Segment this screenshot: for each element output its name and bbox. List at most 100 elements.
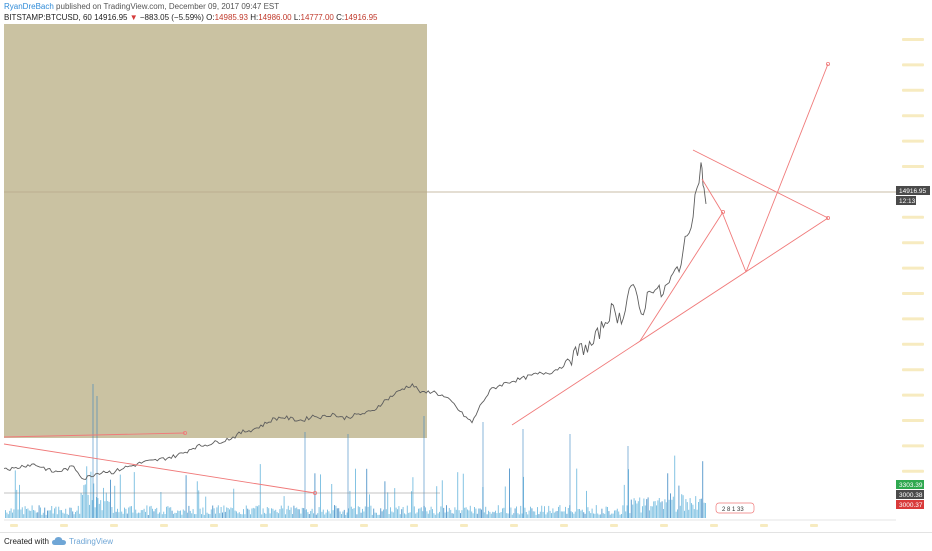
volume-bar	[394, 488, 396, 518]
volume-bar	[115, 511, 117, 518]
volume-bar	[325, 512, 327, 518]
volume-bar	[405, 514, 407, 518]
price-chart[interactable]: 14916.95 12:13 3303.39 3000.38 3000.37 2 8 1 …	[0, 24, 932, 532]
volume-bar	[406, 505, 408, 518]
author-link[interactable]: RyanDreBach	[4, 2, 54, 11]
volume-bar	[621, 514, 622, 518]
volume-bar	[238, 512, 240, 518]
volume-bar	[48, 510, 50, 518]
volume-bar	[356, 514, 358, 518]
volume-bar	[79, 513, 81, 518]
last-price: 14916.95	[94, 13, 128, 22]
volume-bar	[541, 505, 543, 518]
trendline-steep-support	[639, 211, 724, 342]
volume-bar	[205, 496, 207, 518]
tag-layer: 14916.95 12:13 3303.39 3000.38 3000.37 2 8 1 …	[715, 186, 930, 514]
volume-bar	[590, 513, 592, 518]
volume-bar	[534, 511, 536, 518]
volume-bar	[264, 512, 265, 518]
volume-bar	[192, 509, 194, 518]
volume-bar	[257, 506, 258, 518]
volume-bar	[322, 509, 324, 518]
volume-bar	[12, 512, 13, 518]
volume-bar	[586, 490, 587, 518]
volume-bar	[160, 492, 162, 518]
volume-bar	[236, 511, 237, 518]
volume-bar	[327, 509, 328, 518]
volume-bar	[362, 508, 363, 518]
volume-bar	[607, 507, 608, 518]
volume-bar	[68, 514, 69, 518]
projection-up	[745, 63, 829, 273]
volume-bar	[538, 514, 540, 518]
volume-bar	[419, 508, 421, 518]
close-label: C:	[336, 13, 345, 22]
volume-bar	[91, 500, 93, 518]
volume-bar	[451, 513, 453, 518]
volume-bar	[294, 508, 296, 518]
volume-bar	[143, 508, 145, 518]
volume-bar	[233, 488, 235, 518]
volume-bar	[391, 511, 393, 518]
volume-bar	[117, 508, 118, 518]
volume-bar	[69, 507, 71, 518]
volume-bar	[465, 507, 467, 518]
time-axis-tick-label	[510, 524, 518, 527]
volume-bar	[553, 512, 555, 518]
volume-bar	[266, 507, 268, 518]
volume-bar	[216, 507, 218, 518]
volume-bar	[635, 500, 636, 518]
volume-bar	[539, 511, 541, 518]
price-axis-tick-label	[902, 266, 924, 270]
volume-bar	[668, 499, 670, 518]
price-layer	[3, 162, 707, 480]
volume-bar	[56, 514, 58, 518]
volume-bar	[600, 514, 601, 518]
volume-bar	[308, 514, 310, 518]
shaded-zone	[4, 24, 427, 438]
volume-bar	[408, 512, 410, 518]
time-axis-tick-label	[260, 524, 268, 527]
volume-bar	[131, 506, 132, 518]
volume-bar	[27, 508, 29, 518]
volume-bar	[373, 508, 375, 518]
volume-bar	[124, 507, 125, 518]
volume-bar	[352, 508, 354, 518]
volume-bar	[75, 512, 76, 518]
volume-bar	[108, 501, 110, 518]
price-series-line	[3, 162, 707, 480]
volume-bar	[440, 506, 442, 518]
volume-bar	[378, 514, 380, 518]
volume-bar	[412, 477, 414, 518]
volume-bar	[433, 513, 435, 518]
volume-bar	[335, 505, 337, 518]
volume-bar	[136, 513, 138, 518]
symbol-label: BITSTAMP:BTCUSD, 60	[4, 13, 92, 22]
volume-bar	[612, 513, 614, 518]
volume-bar	[86, 466, 88, 518]
open-label: O:	[206, 13, 215, 22]
volume-bar	[222, 512, 223, 518]
volume-bar	[495, 510, 496, 518]
volume-bar	[573, 513, 575, 518]
countdown-tag: 12:13	[899, 198, 916, 205]
down-arrow-icon: ▼	[129, 13, 138, 22]
volume-bar	[189, 510, 191, 518]
volume-bar	[616, 508, 618, 518]
volume-bar	[650, 506, 652, 518]
volume-bar	[286, 509, 288, 518]
volume-bar	[507, 513, 509, 518]
volume-bar	[462, 473, 464, 518]
volume-bar	[398, 506, 400, 518]
volume-bar	[177, 510, 179, 518]
volume-bar	[560, 511, 562, 518]
volume-bar	[681, 494, 683, 518]
volume-bar	[198, 490, 200, 518]
volume-bar	[665, 502, 667, 518]
tradingview-brand[interactable]: TradingView	[69, 537, 114, 546]
volume-bar	[604, 513, 606, 518]
volume-bar	[698, 502, 699, 518]
price-axis-tick-label	[902, 469, 924, 473]
volume-bar	[450, 509, 452, 518]
volume-bar	[581, 509, 583, 518]
